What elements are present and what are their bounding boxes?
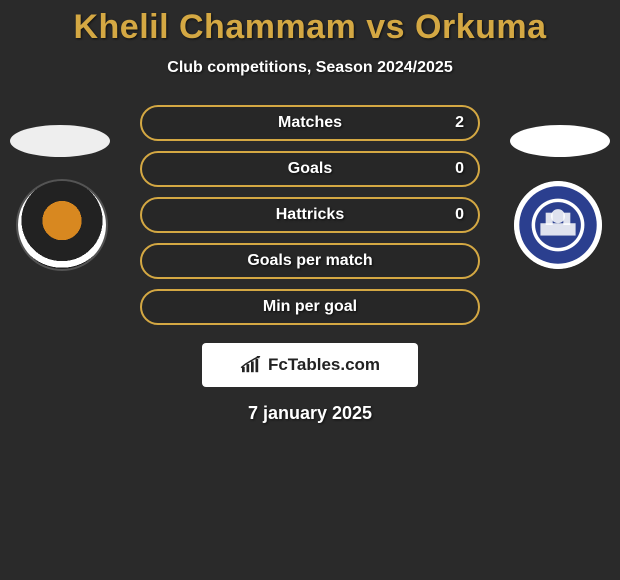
branding-box[interactable]: FcTables.com [202,343,418,387]
footer-date: 7 january 2025 [0,403,620,424]
stat-row-matches: Matches 2 [140,105,480,141]
club-badge-left [18,181,106,269]
page-title: Khelil Chammam vs Orkuma [0,0,620,47]
stat-label: Min per goal [263,298,357,316]
stat-value-right: 0 [455,206,464,224]
stat-value-right: 2 [455,114,464,132]
player-placeholder-right [510,125,610,157]
stat-label: Hattricks [276,206,344,224]
club-badge-right-svg [514,181,602,269]
stat-label: Matches [278,114,342,132]
stat-label: Goals per match [247,252,372,270]
chart-up-icon [240,356,262,374]
subtitle: Club competitions, Season 2024/2025 [0,59,620,77]
stat-row-hattricks: Hattricks 0 [140,197,480,233]
player-placeholder-left [10,125,110,157]
comparison-content: Matches 2 Goals 0 Hattricks 0 Goals per … [0,105,620,325]
stat-value-right: 0 [455,160,464,178]
stat-row-goals-per-match: Goals per match [140,243,480,279]
stat-row-min-per-goal: Min per goal [140,289,480,325]
stat-row-goals: Goals 0 [140,151,480,187]
stats-column: Matches 2 Goals 0 Hattricks 0 Goals per … [140,105,480,335]
branding-text: FcTables.com [268,355,380,375]
stat-label: Goals [288,160,332,178]
club-badge-right [514,181,602,269]
